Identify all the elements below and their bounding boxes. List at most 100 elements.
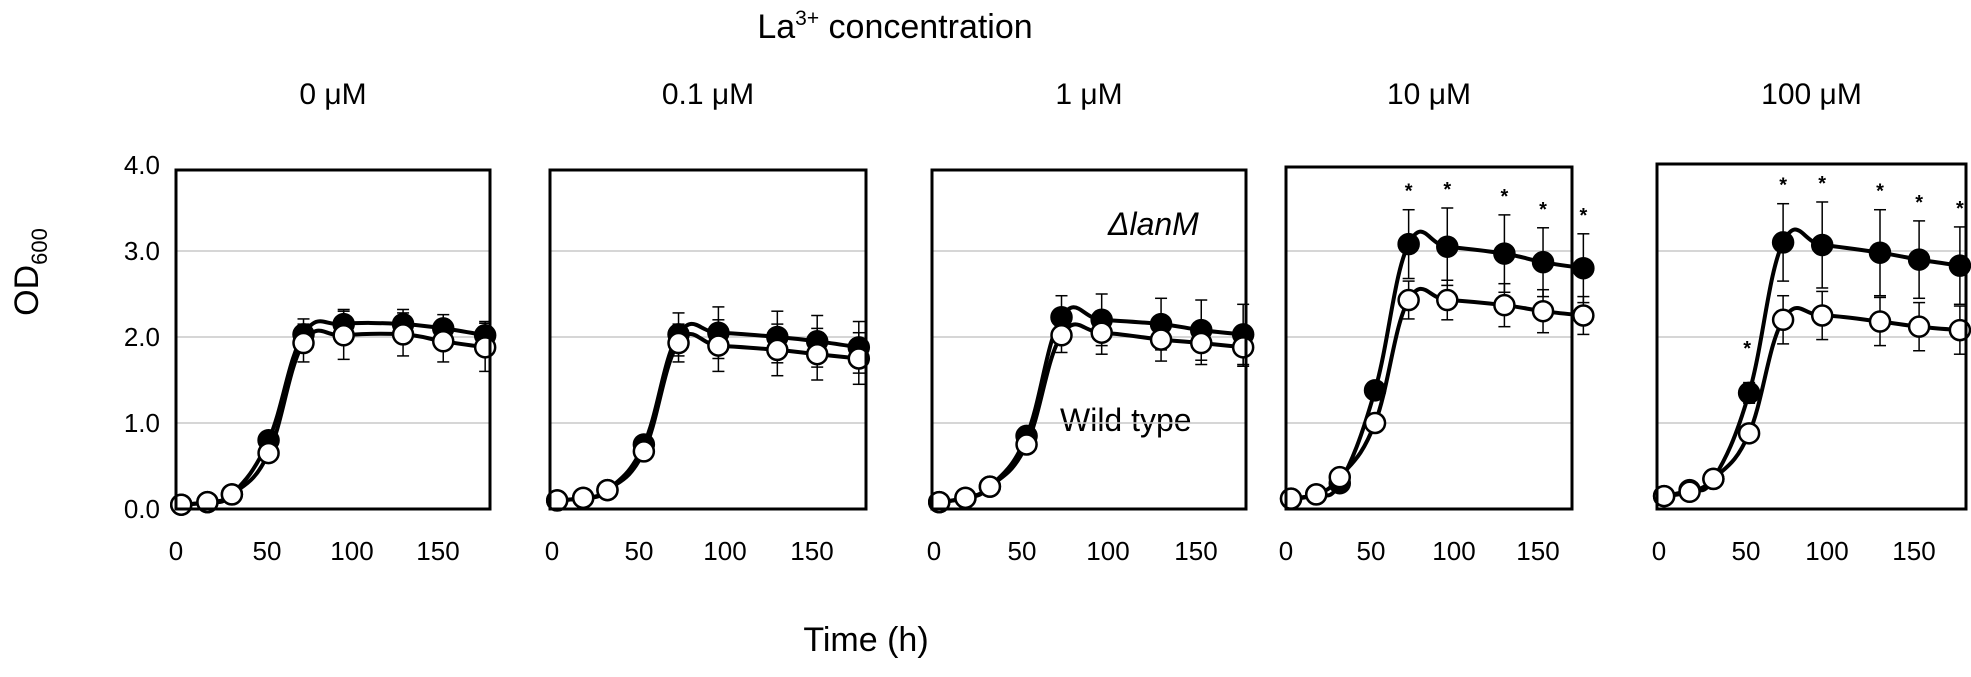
data-point-open xyxy=(1531,299,1555,323)
data-point-filled xyxy=(1436,235,1459,258)
x-tick-label: 0 xyxy=(169,536,183,566)
x-tick-label: 50 xyxy=(1008,536,1037,566)
mutant-label: ΔlanM xyxy=(1107,206,1199,242)
x-tick-label: 150 xyxy=(416,536,459,566)
x-tick-label: 100 xyxy=(1432,536,1475,566)
data-point-filled xyxy=(1493,242,1516,265)
data-point-open xyxy=(431,330,455,353)
panel-title: 0.1 μM xyxy=(662,78,754,111)
data-point-open xyxy=(1493,293,1516,317)
significance-star: * xyxy=(1579,205,1587,227)
data-point-open xyxy=(473,336,497,359)
figure-title: La3+ concentration xyxy=(757,7,1032,46)
data-point-open xyxy=(1678,480,1701,504)
series-wild-type xyxy=(1279,279,1595,510)
panel-title: 0 μM xyxy=(299,78,366,111)
data-point-filled xyxy=(1810,233,1834,257)
x-tick-label: 150 xyxy=(1892,536,1935,566)
data-point-open xyxy=(1572,304,1595,327)
plot-frame xyxy=(1655,162,1968,511)
data-point-open xyxy=(978,475,1002,498)
x-tick-label: 50 xyxy=(625,536,654,566)
data-point-open xyxy=(1868,310,1892,333)
data-point-open xyxy=(954,486,977,510)
x-tick-label: 50 xyxy=(1357,536,1386,566)
data-point-filled xyxy=(1531,250,1555,274)
x-tick-label: 150 xyxy=(790,536,833,566)
data-point-open xyxy=(1652,484,1676,508)
x-tick-label: 50 xyxy=(253,536,282,566)
data-point-open xyxy=(1810,304,1834,327)
data-point-open xyxy=(391,323,415,346)
data-point-open xyxy=(1328,465,1352,489)
y-tick-label: 1.0 xyxy=(124,408,160,438)
significance-star: * xyxy=(1443,179,1451,201)
data-point-open xyxy=(1771,308,1795,332)
data-point-open xyxy=(1279,487,1303,510)
x-axis-title: Time (h) xyxy=(803,621,928,659)
data-point-open xyxy=(632,440,656,463)
data-point-open xyxy=(1363,411,1387,435)
significance-star: * xyxy=(1818,173,1826,195)
data-point-open xyxy=(1702,467,1725,491)
data-point-open xyxy=(1737,422,1761,445)
data-point-open xyxy=(571,486,595,510)
y-tick-label: 0.0 xyxy=(124,494,160,524)
series-wild-type xyxy=(545,319,871,512)
data-point-open xyxy=(1907,315,1931,338)
data-point-open xyxy=(707,334,730,357)
y-axis-title: OD600 xyxy=(8,228,52,316)
data-point-filled xyxy=(1737,381,1761,405)
x-tick-label: 100 xyxy=(703,536,746,566)
significance-star: * xyxy=(1876,181,1884,203)
data-point-open xyxy=(1189,331,1213,355)
data-point-filled xyxy=(1868,241,1892,264)
data-point-filled xyxy=(1572,256,1595,280)
wild-type-label: Wild type xyxy=(1060,402,1192,438)
series-wild-type xyxy=(169,310,497,516)
series-mutant: * * * * * xyxy=(1279,179,1595,510)
data-point-open xyxy=(292,331,315,355)
plot-frame xyxy=(548,168,868,511)
significance-star: * xyxy=(1743,338,1751,360)
data-point-open xyxy=(847,347,871,370)
panel-title: 10 μM xyxy=(1387,78,1471,111)
panel-1: 0.1 μM 0 50 100 150 xyxy=(545,78,871,566)
x-tick-label: 0 xyxy=(1652,536,1666,566)
x-tick-label: 0 xyxy=(545,536,559,566)
data-point-open xyxy=(596,478,619,502)
significance-star: * xyxy=(1405,181,1413,203)
significance-star: * xyxy=(1956,198,1964,220)
panel-title: 1 μM xyxy=(1055,78,1122,111)
significance-star: * xyxy=(1539,199,1547,221)
data-point-open xyxy=(1015,433,1038,456)
panel-2: 1 μM 0 50 100 150 xyxy=(927,78,1255,566)
data-point-open xyxy=(169,493,193,516)
panel-4: 100 μM 0 50 100 150 * * * * * * xyxy=(1652,78,1971,566)
plot-frame xyxy=(174,168,492,511)
y-tick-label: 4.0 xyxy=(124,150,160,180)
data-point-open xyxy=(220,483,244,506)
x-tick-label: 150 xyxy=(1174,536,1217,566)
y-tick-label: 3.0 xyxy=(124,236,160,266)
data-point-open xyxy=(1397,288,1420,312)
series-mutant: * * * * * * xyxy=(1652,173,1971,508)
plot-frame xyxy=(1284,165,1574,511)
panel-0: 0 μM 0 50 100 150 0.0 1.0 2.0 3.0 4.0 xyxy=(124,78,497,566)
data-point-filled xyxy=(1771,231,1795,254)
data-point-open xyxy=(1149,328,1173,351)
data-point-open xyxy=(1304,483,1328,506)
data-point-open xyxy=(1050,324,1073,347)
x-tick-label: 0 xyxy=(1279,536,1293,566)
data-point-open xyxy=(927,490,951,514)
data-point-open xyxy=(667,331,690,355)
panel-3: 10 μM 0 50 100 150 * * * * * xyxy=(1279,78,1595,566)
data-point-filled xyxy=(1907,248,1931,271)
x-tick-label: 50 xyxy=(1732,536,1761,566)
x-tick-label: 150 xyxy=(1516,536,1559,566)
plot-frame xyxy=(930,168,1248,511)
data-point-open xyxy=(1231,336,1255,359)
x-tick-label: 100 xyxy=(1805,536,1848,566)
panel-title: 100 μM xyxy=(1761,78,1862,111)
